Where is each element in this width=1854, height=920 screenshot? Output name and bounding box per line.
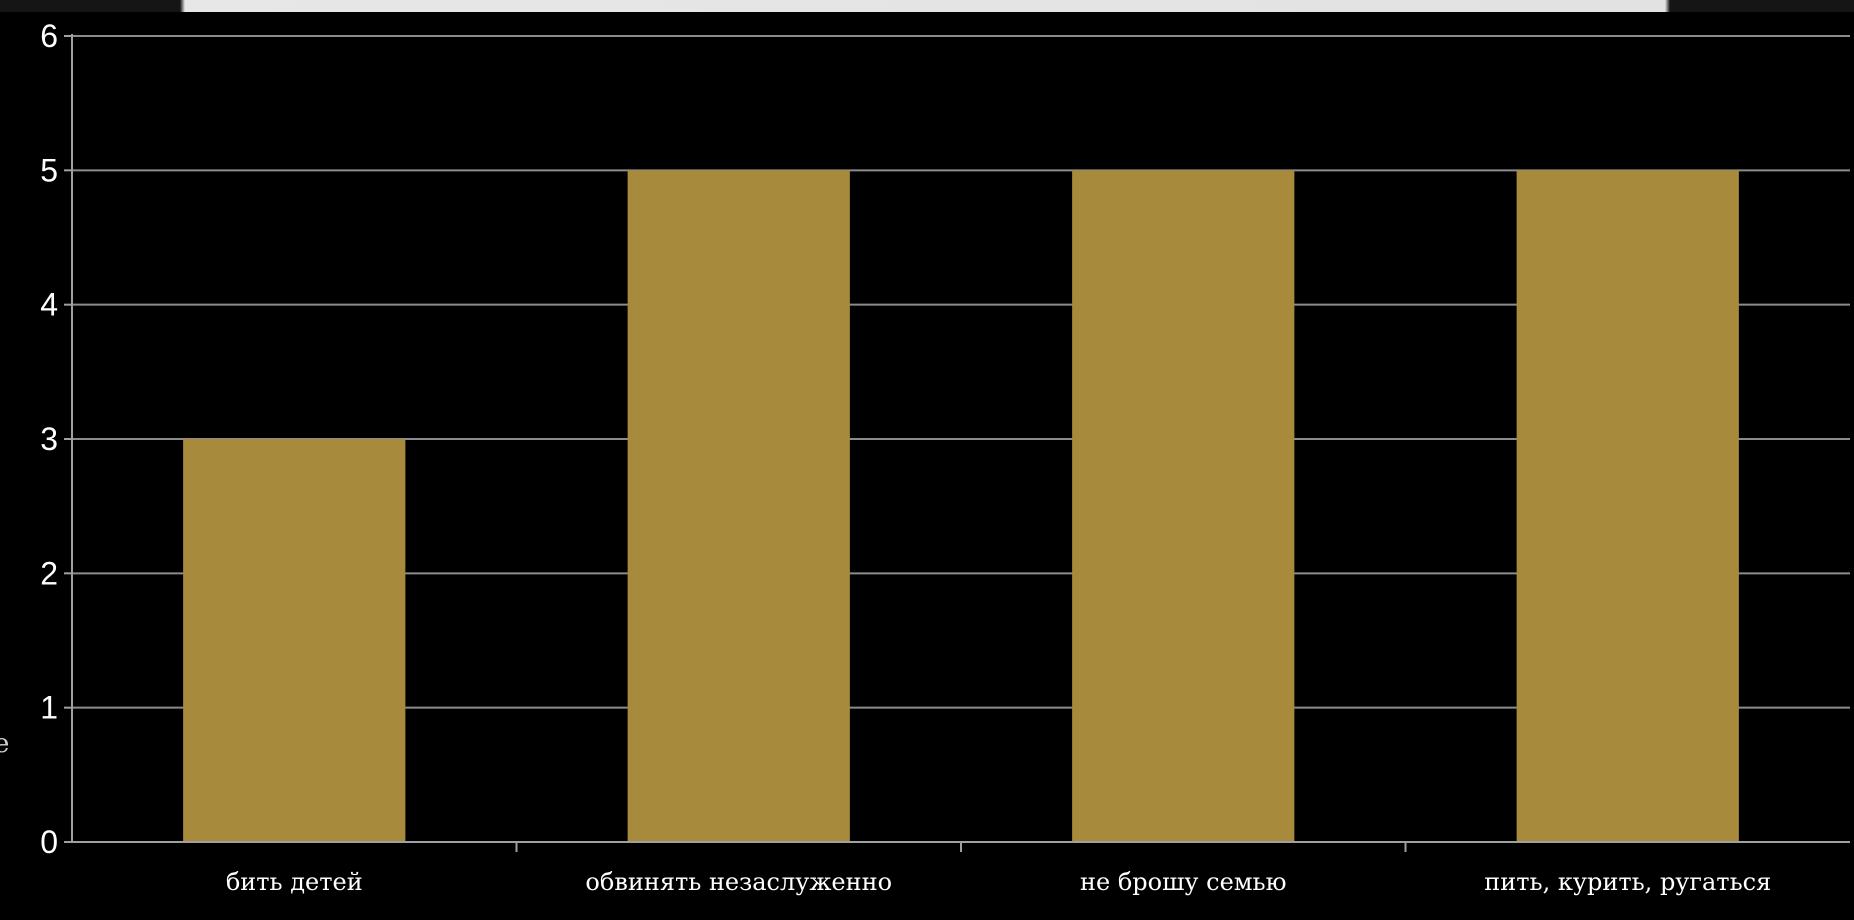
- bar: [627, 170, 850, 843]
- bar: [1072, 170, 1295, 843]
- y-tick-label: 2: [40, 555, 58, 591]
- y-tick-label: 4: [40, 287, 58, 323]
- y-tick-labels: 0 1 2 3 4 5 6: [40, 18, 58, 860]
- bar: [183, 439, 406, 842]
- x-category-label: пить, курить, ругаться: [1484, 868, 1771, 896]
- bars: [183, 170, 1739, 843]
- y-tick-label: 6: [40, 18, 58, 54]
- y-tick-label: 0: [40, 824, 58, 860]
- top-frame-strip: [0, 0, 1854, 12]
- x-category-labels: бить детей обвинять незаслуженно не брошу …: [226, 868, 1771, 896]
- y-tick-label: 1: [40, 690, 58, 726]
- y-tick-label: 3: [40, 421, 58, 457]
- y-tick-label: 5: [40, 152, 58, 188]
- left-edge-clipped-glyph: е: [0, 729, 9, 759]
- x-category-label: обвинять незаслуженно: [585, 868, 892, 896]
- axes: [64, 34, 1850, 852]
- x-category-label: бить детей: [226, 868, 363, 896]
- bar: [1516, 170, 1739, 843]
- x-category-label: не брошу семью: [1080, 868, 1286, 896]
